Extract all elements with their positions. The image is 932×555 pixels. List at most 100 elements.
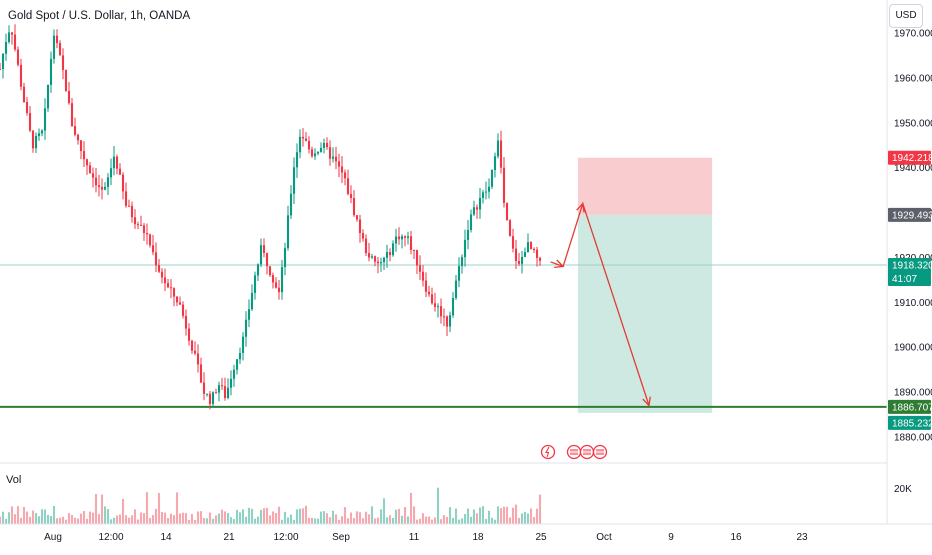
y-tick-label: 1890.000 <box>894 388 932 399</box>
volume-bar <box>85 518 89 524</box>
candle <box>130 201 134 223</box>
volume-bar <box>385 517 389 524</box>
volume-bar <box>388 515 392 524</box>
currency-button[interactable]: USD <box>889 4 923 28</box>
take-profit-zone[interactable] <box>577 214 713 413</box>
candle <box>283 242 287 276</box>
volume-bar <box>10 506 14 524</box>
volume-bar <box>424 516 428 524</box>
candle <box>466 220 470 250</box>
volume-bar <box>337 519 341 524</box>
price-tag[interactable]: 1886.707 <box>888 399 932 414</box>
projection-arrowhead <box>576 202 585 213</box>
candle <box>25 96 29 116</box>
candle <box>301 128 305 147</box>
candle <box>421 265 425 287</box>
candle <box>418 255 422 280</box>
volume-bar <box>280 519 284 524</box>
candle <box>460 254 464 274</box>
candle <box>13 24 17 52</box>
volume-bar <box>211 518 215 524</box>
candle <box>355 215 359 222</box>
volume-bar <box>496 506 500 524</box>
economic-event-icon[interactable] <box>579 444 595 460</box>
candle <box>490 169 494 190</box>
candle <box>403 235 407 247</box>
candle <box>46 84 50 112</box>
candle <box>463 229 467 267</box>
candle <box>115 154 119 175</box>
candle <box>271 272 275 289</box>
volume-bar <box>418 518 422 524</box>
volume-bar <box>235 509 239 524</box>
candle <box>424 272 428 298</box>
volume-bar <box>97 514 101 524</box>
volume-bar <box>253 518 257 524</box>
price-tag[interactable]: 1929.493 <box>888 207 932 222</box>
candle <box>109 158 113 186</box>
candle <box>274 277 278 289</box>
economic-event-icon[interactable] <box>592 444 608 460</box>
candle <box>211 391 215 408</box>
x-tick-label: 12:00 <box>273 532 298 543</box>
volume-bar <box>73 517 77 524</box>
candle <box>202 372 206 401</box>
candle <box>61 48 65 80</box>
volume-bar <box>112 517 116 524</box>
economic-event-icon[interactable] <box>566 444 582 460</box>
volume-bar <box>205 518 209 524</box>
volume-bar <box>148 518 152 524</box>
candle <box>505 202 509 221</box>
candle <box>538 256 542 266</box>
volume-bar <box>274 513 278 524</box>
price-tag[interactable]: 1885.232 <box>888 415 932 430</box>
volume-bar <box>523 511 527 524</box>
volume-bar <box>163 512 167 524</box>
volume-bar <box>529 508 533 524</box>
volume-bar <box>364 511 368 524</box>
volume-bar <box>244 516 248 524</box>
volume-bar <box>52 505 56 524</box>
volume-bar <box>208 512 212 524</box>
volume-bar <box>58 517 62 524</box>
volume-bar <box>100 494 104 524</box>
candle <box>334 146 338 170</box>
volume-bar <box>49 516 53 524</box>
projection-path[interactable] <box>550 201 650 406</box>
candle <box>205 393 209 397</box>
volume-bar <box>310 517 314 524</box>
volume-bar <box>334 514 338 524</box>
volume-bar <box>493 519 497 524</box>
volume-bar <box>28 516 32 524</box>
candle <box>529 241 533 250</box>
candle <box>223 377 227 401</box>
volume-bar <box>340 516 344 524</box>
volume-bar <box>316 518 320 524</box>
price-tag-value: 1942.218 <box>892 153 932 164</box>
volume-bar <box>145 492 149 524</box>
candle <box>361 229 365 242</box>
candle <box>145 223 149 245</box>
price-tag[interactable]: 1918.320 41:07 <box>888 257 932 286</box>
volume-bar <box>4 518 8 524</box>
price-tag[interactable]: 1942.218 <box>888 150 932 165</box>
dividend-event-icon[interactable] <box>540 444 556 460</box>
candle <box>295 143 299 178</box>
volume-bar <box>487 510 491 524</box>
candle <box>409 230 413 255</box>
volume-bar <box>223 511 227 524</box>
candle <box>508 219 512 237</box>
candle <box>445 315 449 336</box>
candle <box>451 292 455 318</box>
x-tick-label: 16 <box>730 532 742 543</box>
candle <box>439 298 443 324</box>
volume-bar <box>298 508 302 524</box>
volume-bar <box>130 515 134 524</box>
stop-loss-zone[interactable] <box>577 157 713 215</box>
candle <box>469 209 473 233</box>
x-tick-label: Aug <box>44 532 62 543</box>
volume-bar <box>370 506 374 524</box>
volume-bar <box>532 517 536 524</box>
